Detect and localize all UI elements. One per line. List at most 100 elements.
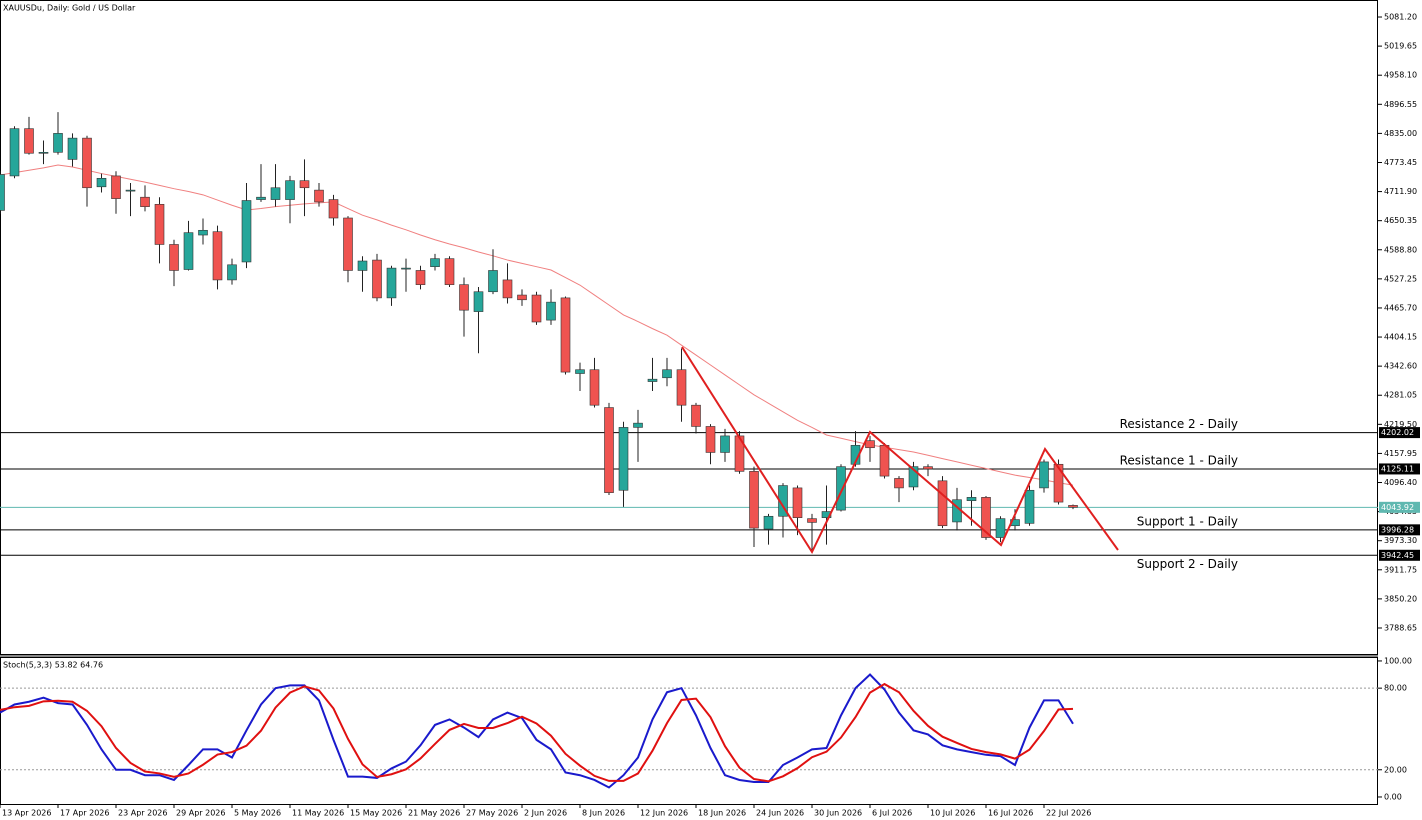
y-tick-label: 4342.60 [1384, 362, 1417, 371]
x-tick-label: 16 Jul 2026 [988, 809, 1033, 818]
y-tick-label: 0.00 [1384, 792, 1402, 801]
candle-body [343, 217, 353, 271]
y-tick-label: 3911.75 [1384, 565, 1417, 574]
y-tick-label: 3973.30 [1384, 536, 1417, 545]
x-tick-label: 29 Apr 2026 [176, 809, 225, 818]
candle-body [633, 422, 643, 428]
level-price-label: 4202.02 [1381, 428, 1414, 437]
level-label: Resistance 2 - Daily [1120, 417, 1238, 431]
x-tick-label: 13 Apr 2026 [2, 809, 51, 818]
candle-body [111, 175, 121, 199]
y-tick-label: 4958.10 [1384, 71, 1417, 80]
candle-body [1068, 505, 1078, 508]
candle-body [807, 518, 817, 523]
x-tick-label: 27 May 2026 [466, 809, 518, 818]
candle-body [937, 480, 948, 527]
candle-body [792, 487, 803, 518]
candle-body [981, 497, 991, 538]
candle-body [662, 369, 672, 379]
symbol-title: XAUUSDu, Daily: Gold / US Dollar [3, 4, 136, 13]
candle-body [691, 404, 701, 427]
candle-body [82, 137, 92, 189]
y-tick-label: 4835.00 [1384, 129, 1417, 138]
candle-body [256, 196, 266, 200]
candle-body [24, 128, 34, 154]
candle-body [444, 258, 455, 285]
stoch-line [0, 682, 1074, 783]
candle-body [227, 264, 237, 281]
y-tick-label: 4773.45 [1384, 158, 1417, 167]
x-tick-label: 8 Jun 2026 [582, 809, 625, 818]
x-tick-label: 11 May 2026 [292, 809, 344, 818]
level-price-label: 4125.11 [1381, 464, 1414, 473]
candle-body [1039, 461, 1049, 489]
candle-body [1024, 489, 1035, 524]
candle-body [647, 378, 658, 382]
candle-body [169, 244, 179, 271]
last-price-box [1379, 501, 1420, 513]
level-price-box [1379, 463, 1420, 475]
candle-body [502, 279, 513, 299]
x-tick-label: 22 Jul 2026 [1046, 809, 1091, 818]
candle-body [0, 174, 5, 211]
candle-body [879, 445, 890, 477]
candle-body [328, 199, 339, 219]
candle-body [836, 466, 846, 511]
x-tick-label: 5 May 2026 [234, 809, 281, 818]
candle-body [140, 196, 150, 207]
y-tick-label: 5019.65 [1384, 42, 1417, 51]
level-price-box [1379, 524, 1420, 536]
level-price-box [1379, 549, 1420, 561]
candle-body [575, 369, 585, 374]
trend-zigzag [681, 346, 1119, 555]
x-tick-label: 12 Jun 2026 [640, 809, 688, 818]
y-tick-label: 4404.15 [1384, 333, 1417, 342]
x-tick-label: 17 Apr 2026 [60, 809, 109, 818]
y-tick-label: 4157.95 [1384, 449, 1417, 458]
level-price-label: 3996.28 [1381, 525, 1414, 534]
candle-body [212, 231, 223, 281]
level-label: Resistance 1 - Daily [1120, 453, 1238, 467]
candle-body [923, 466, 933, 470]
y-tick-label: 4096.40 [1384, 478, 1417, 487]
level-price-box [1379, 427, 1420, 439]
candle-body [401, 267, 411, 270]
y-tick-label: 100.00 [1384, 656, 1412, 665]
candle-body [966, 497, 977, 501]
main-frame [0, 0, 1378, 655]
moving-average [0, 164, 1074, 486]
candle-body [720, 435, 730, 453]
y-tick-label: 80.00 [1384, 684, 1407, 693]
candle-body [749, 471, 759, 529]
y-tick-label: 5081.20 [1384, 13, 1417, 22]
candle-body [299, 180, 310, 189]
candle-body [53, 133, 63, 153]
candle-body [415, 270, 426, 285]
candle-body [705, 426, 716, 453]
candle-body [125, 189, 136, 192]
stoch-title: Stoch(5,3,3) 53.82 64.76 [3, 661, 103, 670]
stoch-frame [0, 657, 1378, 805]
y-tick-label: 4527.25 [1384, 274, 1417, 283]
y-tick-label: 4219.50 [1384, 420, 1417, 429]
x-tick-label: 2 Jun 2026 [524, 809, 567, 818]
candle-body [96, 177, 107, 188]
x-tick-label: 10 Jul 2026 [930, 809, 975, 818]
candle-body [430, 258, 440, 267]
y-tick-label: 4588.80 [1384, 245, 1417, 254]
candle-body [285, 180, 295, 200]
stoch-line [0, 673, 1074, 789]
level-label: Support 2 - Daily [1137, 557, 1238, 571]
candle-body [488, 270, 498, 293]
candle-body [517, 294, 527, 301]
candle-body [459, 284, 469, 311]
candle-body [995, 518, 1006, 538]
candle-body [676, 369, 687, 406]
candle-body [386, 267, 397, 299]
candle-body [865, 440, 875, 449]
y-tick-label: 4281.05 [1384, 391, 1417, 400]
candle-body [908, 466, 919, 488]
last-price-label: 4043.92 [1381, 503, 1414, 512]
level-price-label: 3942.45 [1381, 551, 1414, 560]
